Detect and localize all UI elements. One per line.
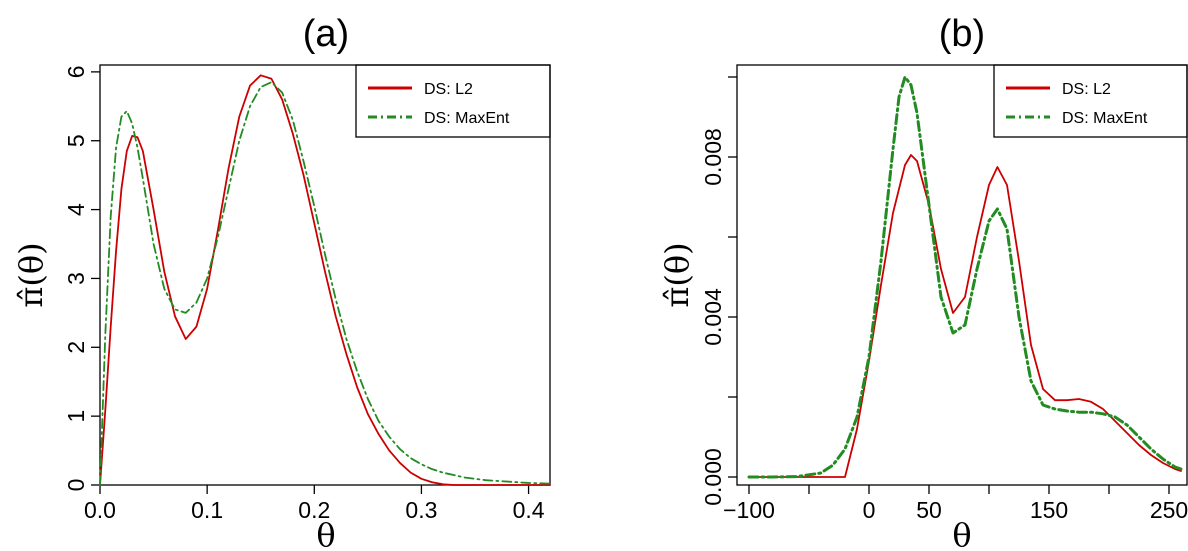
panel-b-x-axis-label: θ [952,516,971,551]
panel-b-curves [747,75,1183,479]
panel-a-y-tick-label: 0 [63,479,89,492]
panel-a-y-tick-label: 6 [63,65,89,78]
panel-b-y-tick-label: 0.004 [700,288,726,346]
panel-a-legend: DS: L2 DS: MaxEnt [355,64,551,138]
panel-b-y-tick-label: 0.008 [700,128,726,186]
panel-a-y-tick-label: 2 [63,341,89,354]
panel-a-x-tick-label: 0.1 [191,497,223,523]
panel-b-series-l2-line [748,154,1182,478]
panel-b-x-tick-label: 250 [1150,497,1188,523]
panel-a-curves [99,74,551,486]
panel-a-x-tick-label: 0.0 [84,497,116,523]
panel-b-y-tick-label: 0.000 [700,448,726,506]
panel-b-x-tick-label: 0 [863,497,876,523]
panel-a-x-tick-label: 0.2 [298,497,330,523]
panel-b-legend: DS: L2 DS: MaxEnt [993,64,1188,138]
panel-a-plot-frame [99,64,551,486]
panel-b-x-tick-label: −100 [723,497,775,523]
panel-a: (a) 0.0 0.1 0.2 0.3 0.4 0 1 2 3 4 5 6 θ π̂(θ) DS: L… [12,13,551,551]
panel-a-y-axis-label: π̂(θ) [12,242,50,307]
panel-a-y-tick-label: 1 [63,410,89,423]
panel-a-x-tick-label: 0.3 [405,497,437,523]
panel-a-x-tick-label: 0.4 [513,497,545,523]
panel-a-title: (a) [303,13,349,55]
panel-a-y-tick-label: 3 [63,272,89,285]
panel-b-x-tick-label: 50 [916,497,942,523]
panel-b-title: (b) [939,13,985,55]
panel-b-y-axis-label: π̂(θ) [658,242,696,307]
panel-b-series-maxent-line [747,75,1183,479]
panel-a-x-axis-label: θ [316,516,335,551]
panel-b-legend-label-maxent: DS: MaxEnt [1062,110,1148,127]
panel-b-legend-box [993,64,1188,138]
panel-b-axes: −100 0 50 150 250 0.000 0.004 0.008 [700,76,1188,523]
panel-b: (b) −100 0 50 150 250 0.000 0.004 0.008 θ π̂(θ)… [658,13,1188,551]
panel-a-series-l2-line [99,74,551,486]
panel-b-plot-frame [736,64,1188,486]
panel-a-legend-label-maxent: DS: MaxEnt [424,110,510,127]
panel-b-x-tick-label: 150 [1030,497,1068,523]
panel-b-legend-label-l2: DS: L2 [1062,81,1111,98]
panel-a-series-maxent-line [99,81,551,486]
panel-a-y-tick-label: 5 [63,134,89,147]
panel-a-y-tick-label: 4 [63,203,89,216]
panel-a-legend-label-l2: DS: L2 [424,81,473,98]
panel-a-legend-box [355,64,551,138]
panel-a-axes: 0.0 0.1 0.2 0.3 0.4 0 1 2 3 4 5 6 [63,65,545,523]
